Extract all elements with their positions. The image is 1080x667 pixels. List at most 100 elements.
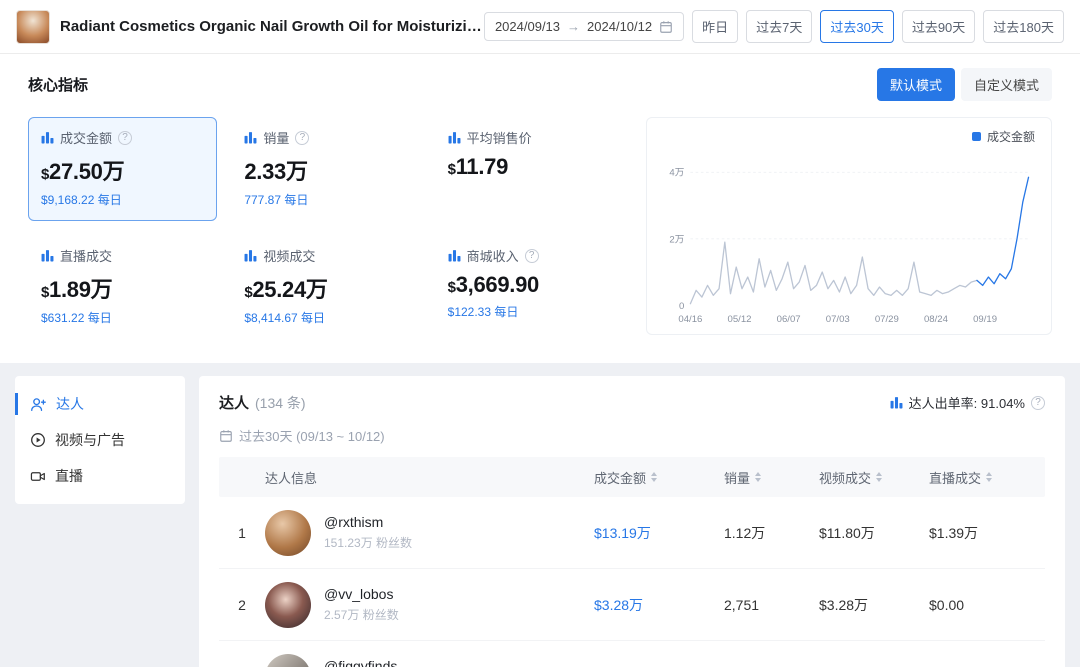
metric-value: $3,669.90	[447, 272, 540, 297]
top-bar: Radiant Cosmetics Organic Nail Growth Oi…	[0, 0, 1080, 54]
creator-handle[interactable]: @rxthism	[324, 514, 384, 530]
follower-count: 2.57万 粉丝数	[324, 608, 399, 622]
creator-handle[interactable]: @figgyfinds	[324, 658, 398, 667]
period-label: 过去30天 (09/13 ~ 10/12)	[219, 426, 1045, 445]
section-title: 核心指标	[28, 77, 89, 94]
creators-panel: 达人 (134 条) 达人出单率: 91.04% ? 过去30天 (09/13 …	[199, 376, 1065, 667]
metric-card-video-gmv[interactable]: 视频成交 $25.24万 $8,414.67 每日	[231, 235, 420, 339]
svg-text:05/12: 05/12	[728, 314, 752, 325]
rank: 2	[238, 596, 246, 613]
metric-daily: $122.33 每日	[447, 305, 519, 319]
metric-card-mall-revenue[interactable]: 商城收入 ? $3,669.90 $122.33 每日	[435, 235, 624, 339]
avatar	[265, 653, 311, 667]
metric-value: $27.50万	[41, 159, 125, 184]
col-header-sales[interactable]: 销量	[724, 468, 819, 487]
metric-value: $11.79	[447, 154, 509, 179]
metric-card-gmv[interactable]: 成交金额 ? $27.50万 $9,168.22 每日	[28, 117, 218, 221]
cell-video-gmv: $3.28万	[819, 596, 869, 613]
creators-title: 达人	[219, 395, 250, 412]
help-icon[interactable]: ?	[1031, 395, 1045, 410]
follower-count: 151.23万 粉丝数	[324, 536, 413, 550]
col-header-creator-info: 达人信息	[265, 470, 318, 486]
svg-text:09/19: 09/19	[973, 314, 997, 325]
bar-chart-icon	[244, 250, 257, 262]
sidebar-item-label: 直播	[55, 468, 83, 484]
date-range-picker[interactable]: 2024/09/13 → 2024/10/12	[483, 12, 685, 41]
metric-card-live-gmv[interactable]: 直播成交 $1.89万 $631.22 每日	[28, 235, 217, 339]
bar-chart-icon	[41, 132, 54, 144]
cell-sales: 2,751	[724, 596, 760, 613]
gmv-trend-chart-card: 成交金额 0 2万 4万 04/16 05/12 06/07 07/03 07/29 08/24…	[646, 117, 1052, 335]
live-camera-icon	[30, 471, 45, 481]
col-header-live-gmv[interactable]: 直播成交	[929, 468, 1044, 487]
rank: 1	[238, 524, 246, 541]
sort-icon	[986, 472, 993, 482]
cell-gmv: $13.19万	[594, 524, 651, 541]
cell-live-gmv: $1.39万	[929, 524, 979, 541]
creator-icon	[31, 397, 46, 411]
sidebar-item-label: 视频与广告	[55, 432, 125, 448]
bar-chart-icon	[244, 132, 257, 144]
bar-chart-icon	[448, 132, 461, 144]
avatar	[265, 509, 311, 556]
default-mode-button[interactable]: 默认模式	[876, 68, 955, 101]
col-header-video-gmv[interactable]: 视频成交	[819, 468, 929, 487]
metric-card-sales[interactable]: 销量 ? 2.33万 777.87 每日	[231, 117, 420, 221]
sidebar-item-videos-ads[interactable]: 视频与广告	[15, 422, 185, 458]
metric-label: 成交金额	[60, 131, 113, 146]
creators-count: (134 条)	[255, 394, 306, 411]
metric-label: 销量	[263, 131, 290, 146]
calendar-icon	[660, 20, 672, 33]
metric-daily: $8,414.67 每日	[244, 311, 326, 325]
metric-daily: $9,168.22 每日	[41, 193, 122, 207]
bar-chart-icon	[41, 250, 54, 262]
table-header: 达人信息 成交金额 销量 视频成交 直播成交	[219, 457, 1045, 497]
chart-legend: 成交金额	[659, 128, 1039, 145]
help-icon[interactable]: ?	[524, 248, 539, 263]
svg-text:2万: 2万	[669, 234, 684, 245]
table-row[interactable]: 3 @figgyfinds 8.13万 粉丝数 $2.82万 2,448 $2.…	[219, 641, 1045, 667]
date-end: 2024/10/12	[587, 19, 653, 34]
range-button-180d[interactable]: 过去180天	[983, 10, 1064, 43]
metric-label: 直播成交	[60, 249, 113, 264]
range-button-90d[interactable]: 过去90天	[901, 10, 976, 43]
calendar-icon	[220, 429, 232, 442]
help-icon[interactable]: ?	[118, 130, 133, 145]
metric-value: $1.89万	[41, 277, 113, 302]
custom-mode-button[interactable]: 自定义模式	[960, 68, 1052, 101]
metric-daily: $631.22 每日	[41, 311, 112, 325]
gmv-trend-chart: 0 2万 4万 04/16 05/12 06/07 07/03 07/29 08/24 09/19	[669, 168, 1030, 325]
cell-video-gmv: $11.80万	[819, 524, 875, 541]
date-start: 2024/09/13	[494, 19, 561, 34]
svg-text:07/03: 07/03	[826, 314, 850, 325]
svg-text:06/07: 06/07	[777, 314, 801, 325]
rate-label: 达人出单率: 91.04%	[908, 396, 1025, 411]
bar-chart-icon	[890, 397, 903, 409]
sidebar-item-creators[interactable]: 达人	[15, 386, 185, 422]
range-button-7d[interactable]: 过去7天	[746, 10, 813, 43]
date-controls: 2024/09/13 → 2024/10/12 昨日 过去7天 过去30天 过去…	[483, 10, 1064, 43]
col-header-gmv[interactable]: 成交金额	[594, 468, 724, 487]
sidebar-item-live[interactable]: 直播	[15, 458, 185, 494]
svg-text:07/29: 07/29	[875, 314, 899, 325]
table-row[interactable]: 2 @vv_lobos 2.57万 粉丝数 $3.28万 2,751 $3.28…	[219, 569, 1045, 641]
bar-chart-icon	[448, 250, 461, 262]
period-text: 过去30天 (09/13 ~ 10/12)	[239, 429, 385, 444]
help-icon[interactable]: ?	[295, 130, 310, 145]
range-button-yesterday[interactable]: 昨日	[692, 10, 739, 43]
svg-text:4万: 4万	[669, 168, 684, 179]
cell-sales: 1.12万	[724, 524, 766, 541]
metrics-grid: 成交金额 ? $27.50万 $9,168.22 每日 销量 ? 2.33万 7…	[28, 117, 624, 339]
range-button-30d[interactable]: 过去30天	[820, 10, 894, 43]
creator-order-rate: 达人出单率: 91.04% ?	[890, 393, 1045, 412]
svg-text:0: 0	[679, 301, 684, 312]
metric-card-avg-price[interactable]: 平均销售价 $11.79	[435, 117, 624, 221]
table-row[interactable]: 1 @rxthism 151.23万 粉丝数 $13.19万 1.12万 $11…	[219, 497, 1045, 569]
sort-icon	[876, 472, 883, 482]
core-metrics-section: 核心指标 默认模式 自定义模式 成交金额 ? $27.50万 $9,168.22…	[0, 54, 1080, 363]
creator-handle[interactable]: @vv_lobos	[324, 586, 394, 602]
sort-icon	[651, 472, 658, 482]
svg-text:04/16: 04/16	[678, 314, 702, 325]
sidebar-item-label: 达人	[56, 396, 84, 412]
date-arrow: →	[567, 19, 581, 34]
